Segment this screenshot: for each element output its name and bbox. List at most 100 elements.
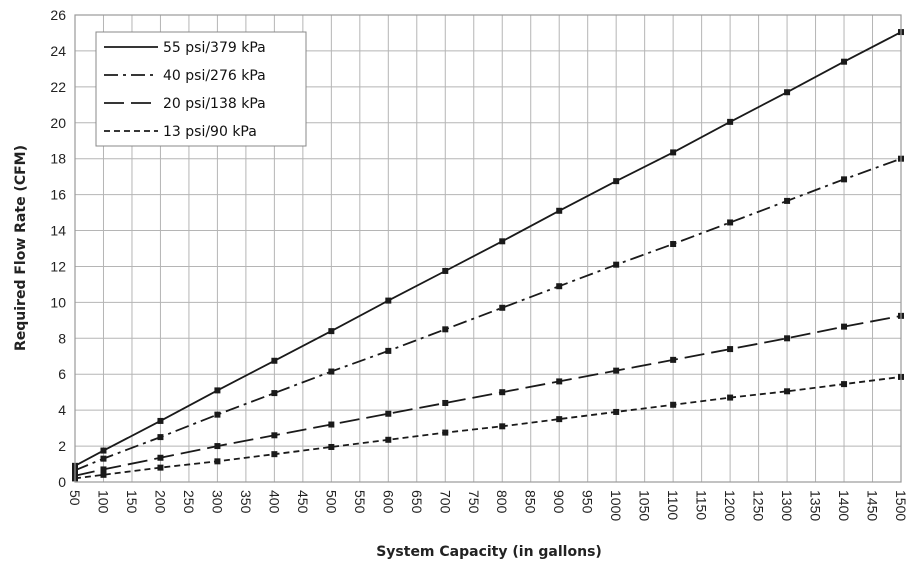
data-point-marker [157, 454, 164, 461]
data-point-marker [499, 389, 506, 396]
series-line [74, 31, 902, 467]
y-tick-label: 6 [58, 366, 66, 382]
x-tick-label: 550 [352, 490, 368, 514]
data-point-marker [499, 304, 506, 311]
plot-frame [74, 14, 902, 483]
data-point-marker [670, 401, 677, 408]
y-tick-label: 24 [50, 43, 66, 59]
y-tick-label: 2 [58, 438, 66, 454]
x-tick-label: 1000 [608, 490, 624, 521]
y-tick-label: 16 [50, 187, 66, 203]
data-point-marker [784, 197, 791, 204]
data-point-marker [442, 399, 449, 406]
y-axis-title: Required Flow Rate (CFM) [13, 145, 29, 351]
x-tick-label: 100 [95, 490, 111, 514]
series-line [74, 157, 902, 472]
x-tick-label: 450 [295, 490, 311, 514]
series-line [74, 376, 902, 480]
y-tick-label: 12 [50, 258, 66, 274]
data-point-marker [670, 241, 677, 248]
data-point-marker [385, 410, 392, 417]
x-tick-label: 50 [67, 490, 83, 506]
x-tick-label: 700 [437, 490, 453, 514]
y-tick-label: 26 [50, 7, 66, 23]
data-point-marker [385, 297, 392, 304]
x-tick-label: 200 [152, 490, 168, 514]
data-point-marker [784, 388, 791, 395]
data-point-marker [727, 394, 734, 401]
data-point-marker [328, 368, 335, 375]
data-point-marker [670, 356, 677, 363]
data-point-marker [271, 432, 278, 439]
y-tick-label: 10 [50, 294, 66, 310]
x-tick-label: 1350 [808, 490, 824, 521]
x-tick-label: 750 [466, 490, 482, 514]
data-point-marker [841, 323, 848, 330]
data-point-marker [841, 58, 848, 65]
legend-box [95, 31, 307, 147]
x-tick-label: 1400 [836, 490, 852, 521]
x-axis-title: System Capacity (in gallons) [376, 544, 602, 560]
data-point-marker [271, 357, 278, 364]
data-point-marker [784, 89, 791, 96]
data-point-marker [727, 118, 734, 125]
x-tick-label: 650 [409, 490, 425, 514]
y-tick-label: 4 [58, 402, 66, 418]
data-point-marker [727, 346, 734, 353]
data-point-marker [385, 347, 392, 354]
data-point-marker [556, 416, 563, 423]
data-point-marker [214, 387, 221, 394]
legend-label: 20 psi/138 kPa [163, 96, 266, 112]
data-point-marker [385, 436, 392, 443]
x-tick-label: 300 [209, 490, 225, 514]
data-point-marker [100, 466, 107, 473]
data-point-marker [442, 326, 449, 333]
data-point-marker [499, 238, 506, 245]
x-tick-label: 150 [124, 490, 140, 514]
legend-label: 55 psi/379 kPa [163, 40, 266, 56]
data-point-marker [271, 451, 278, 458]
data-point-marker [556, 283, 563, 290]
data-point-marker [100, 471, 107, 478]
data-point-marker [442, 429, 449, 436]
series-line [74, 315, 902, 477]
x-tick-label: 1100 [665, 490, 681, 520]
data-point-marker [214, 411, 221, 418]
data-point-marker [100, 455, 107, 462]
x-tick-label: 800 [494, 490, 510, 514]
data-point-marker [157, 434, 164, 441]
data-point-marker [613, 408, 620, 415]
y-tick-label: 22 [50, 79, 66, 95]
x-tick-label: 1050 [637, 490, 653, 521]
y-tick-label: 0 [58, 474, 66, 490]
data-point-marker [157, 417, 164, 424]
data-point-marker [841, 176, 848, 183]
x-tick-label: 250 [181, 490, 197, 514]
x-tick-label: 500 [323, 490, 339, 514]
x-tick-label: 600 [380, 490, 396, 514]
x-tick-label: 1250 [751, 490, 767, 521]
data-point-marker [271, 390, 278, 397]
x-tick-label: 1200 [722, 490, 738, 521]
legend-label: 40 psi/276 kPa [163, 68, 266, 84]
x-tick-label: 1150 [694, 490, 710, 520]
x-tick-label: 950 [580, 490, 596, 514]
data-point-marker [214, 443, 221, 450]
data-point-marker [328, 328, 335, 335]
data-point-marker [784, 335, 791, 342]
data-point-marker [157, 464, 164, 471]
x-tick-label: 400 [266, 490, 282, 514]
data-point-marker [613, 261, 620, 268]
data-point-marker [613, 367, 620, 374]
legend-label: 13 psi/90 kPa [163, 124, 257, 140]
y-tick-label: 18 [50, 151, 66, 167]
y-tick-label: 14 [50, 223, 66, 239]
data-point-marker [442, 267, 449, 274]
x-tick-label: 350 [238, 490, 254, 514]
x-tick-label: 900 [551, 490, 567, 514]
data-point-marker [328, 443, 335, 450]
y-tick-label: 8 [58, 330, 66, 346]
